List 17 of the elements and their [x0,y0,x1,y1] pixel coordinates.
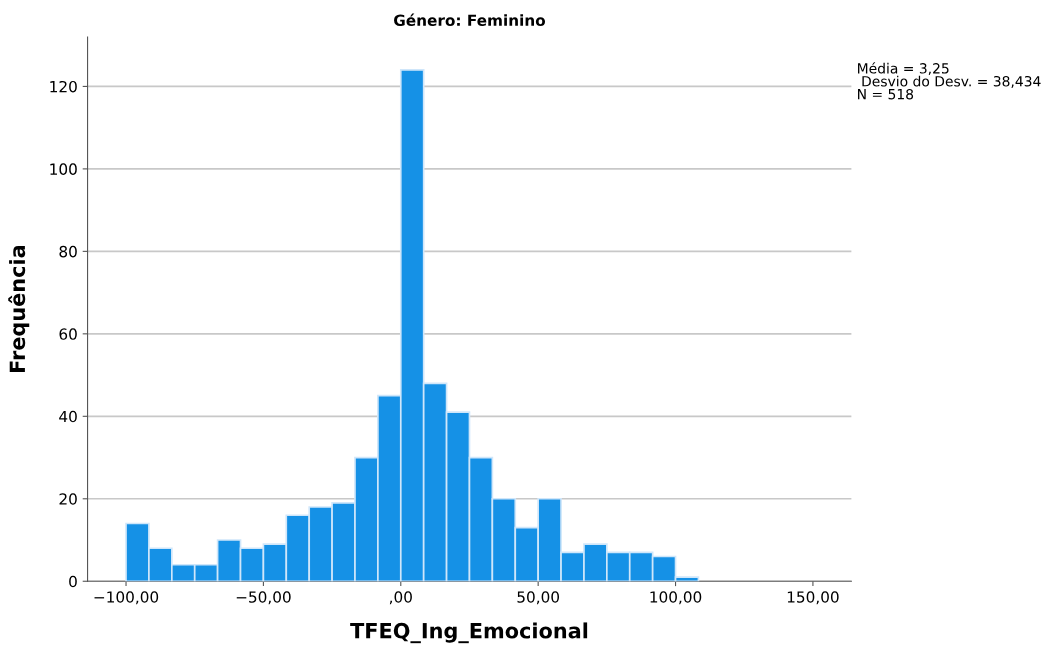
x-tick-label: ,00 [389,591,412,605]
y-tick-label: 40 [59,410,77,423]
x-tick-label: −50,00 [236,591,291,605]
chart-title: Género: Feminino [394,13,546,27]
y-axis-title: Frequência [8,245,30,372]
x-tick-label: 100,00 [650,591,702,605]
y-tick-label: 120 [50,80,77,93]
text: Média = 3,25 Desvio do Desv. = 38,434 N = 518 [858,62,1041,100]
x-tick-label: 150,00 [787,591,839,605]
x-tick-label: −100,00 [94,591,159,605]
x-tick-label: 50,00 [517,591,560,605]
y-tick-label: 60 [59,328,77,340]
y-tick-label: 0 [69,575,77,588]
y-tick-label: 20 [59,493,77,505]
y-tick-label: 100 [50,163,77,175]
x-axis-title: TFEQ_Ing_Emocional [350,622,588,644]
y-tick-label: 80 [59,245,77,258]
